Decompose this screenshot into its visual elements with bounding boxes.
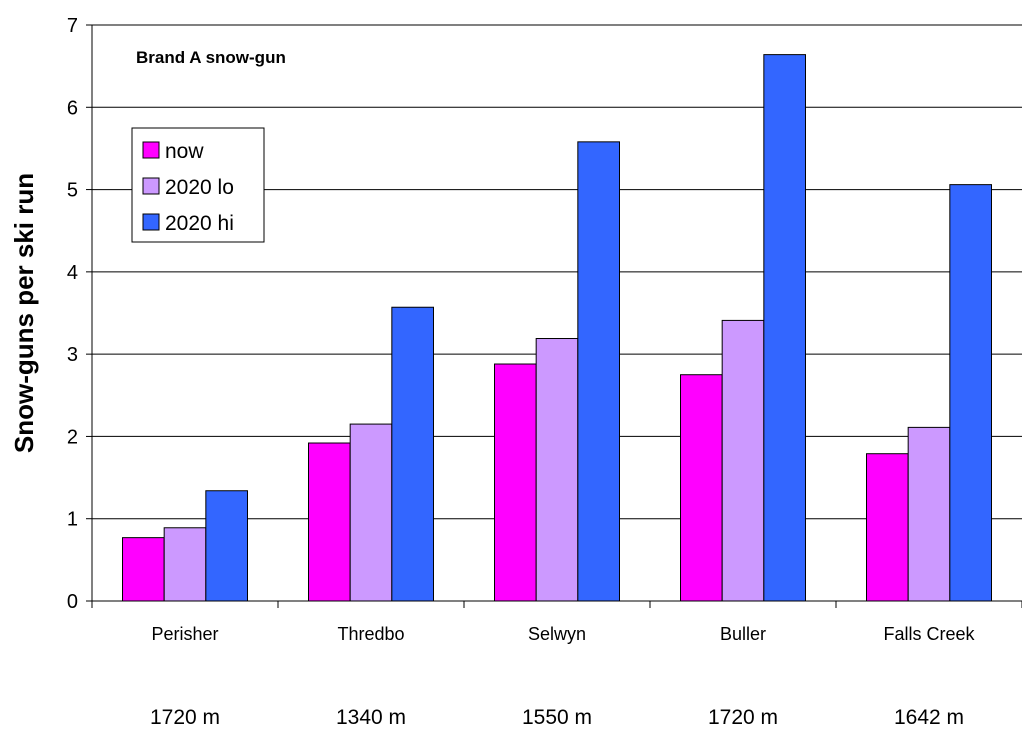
bar-2020-lo-falls-creek (907, 426, 951, 602)
category-label-buller: Buller (720, 624, 766, 644)
bar-2020-hi-buller (763, 54, 806, 602)
elevation-label-buller: 1720 m (708, 706, 778, 729)
y-tick-label-0: 0 (67, 591, 78, 613)
legend-label-now: now (165, 140, 204, 163)
elevation-label-selwyn: 1550 m (522, 706, 592, 729)
bar-2020-hi-falls-creek (949, 184, 992, 602)
elevation-label-thredbo: 1340 m (336, 706, 406, 729)
bar-2020-hi-thredbo (391, 306, 434, 602)
bar-now-falls-creek (866, 453, 909, 602)
category-label-selwyn: Selwyn (528, 624, 586, 644)
bar-2020-lo-thredbo (349, 423, 393, 602)
y-tick-label-4: 4 (67, 262, 78, 284)
bar-now-selwyn (494, 363, 537, 602)
bar-2020-hi-perisher (205, 490, 248, 602)
bar-2020-lo-buller (721, 319, 765, 602)
bar-2020-lo-perisher (163, 527, 207, 602)
y-tick-label-7: 7 (67, 15, 78, 37)
y-axis-label: Snow-guns per ski run (9, 173, 39, 453)
legend-swatch-now (142, 141, 160, 159)
bar-2020-lo-selwyn (535, 338, 579, 602)
y-tick-label-6: 6 (67, 97, 78, 119)
legend: now 2020 lo 2020 hi (131, 127, 265, 243)
category-label-thredbo: Thredbo (337, 624, 404, 644)
labels: 0 1 2 3 4 5 6 7 Perisher 1720 m Thredbo 1340 m Selwy… (9, 15, 976, 729)
category-label-falls-creek: Falls Creek (883, 624, 975, 644)
y-tick-label-2: 2 (67, 426, 78, 448)
bar-2020-hi-selwyn (577, 141, 620, 602)
legend-label-2020-lo: 2020 lo (165, 176, 234, 199)
chart-annotation: Brand A snow-gun (136, 48, 286, 67)
legend-label-2020-hi: 2020 hi (165, 212, 234, 235)
axes (86, 24, 1022, 608)
legend-swatch-2020-hi (142, 213, 160, 231)
bar-now-thredbo (308, 442, 351, 602)
y-tick-label-5: 5 (67, 180, 78, 202)
y-tick-label-1: 1 (67, 509, 78, 531)
y-tick-label-3: 3 (67, 344, 78, 366)
bar-now-buller (680, 374, 723, 602)
legend-swatch-2020-lo (142, 177, 160, 195)
elevation-label-perisher: 1720 m (150, 706, 220, 729)
category-label-perisher: Perisher (151, 624, 218, 644)
bar-now-perisher (122, 537, 165, 602)
elevation-label-falls-creek: 1642 m (894, 706, 964, 729)
bars (122, 54, 992, 602)
